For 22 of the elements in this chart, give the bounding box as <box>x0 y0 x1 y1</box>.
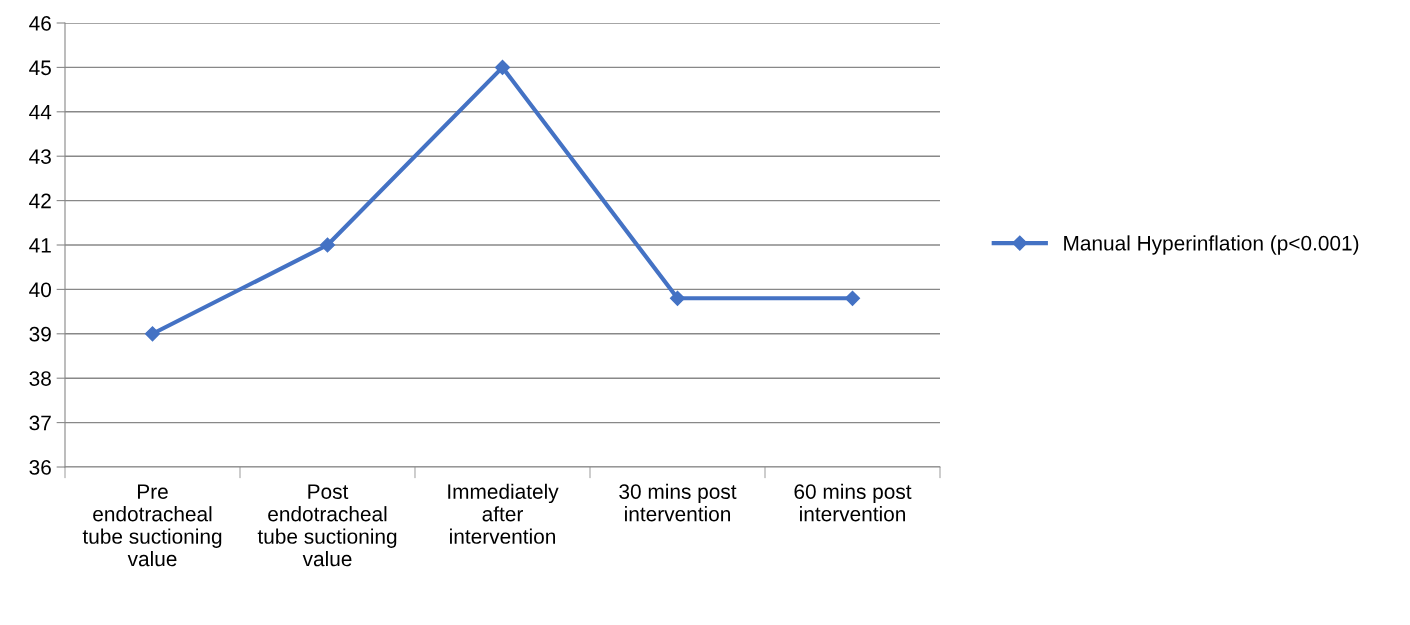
point <box>494 59 511 75</box>
y-tick-label: 38 <box>29 371 51 386</box>
y-tick-label: 41 <box>29 238 51 253</box>
y-tick-label: 36 <box>29 460 51 475</box>
point <box>144 326 161 342</box>
point <box>319 237 336 253</box>
y-tick-label: 45 <box>29 60 51 76</box>
y-tick-label: 37 <box>29 415 51 431</box>
point <box>669 290 686 306</box>
y-tick-label: 40 <box>29 282 51 298</box>
y-tick-label: 46 <box>29 16 51 31</box>
y-tick-label: 39 <box>29 326 51 342</box>
point <box>844 290 861 306</box>
legend-label: Manual Hyperinflation (p<0.001) <box>1064 235 1359 255</box>
x-tick-label: Post endotracheal tube suctioning value <box>257 484 397 567</box>
x-tick-label: Pre endotracheal tube suctioning value <box>82 484 222 567</box>
y-tick-label: 42 <box>29 193 51 209</box>
x-tick-label: 30 mins post intervention <box>619 483 737 522</box>
y-tick-label: 43 <box>29 149 51 164</box>
x-tick-label: 60 mins post intervention <box>794 483 912 522</box>
y-tick-label: 44 <box>29 105 52 120</box>
x-tick-label: Immediately after intervention <box>448 483 559 544</box>
